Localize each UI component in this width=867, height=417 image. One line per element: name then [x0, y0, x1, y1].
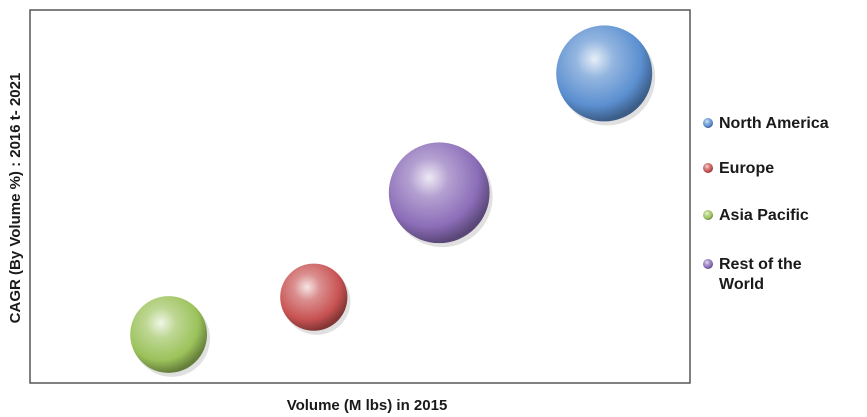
legend: North America Europe Asia Pacific Rest of t… — [703, 115, 829, 293]
legend-label-rest-of-the-world: Rest of the World — [719, 256, 802, 293]
legend-marker-north-america — [703, 118, 713, 128]
legend-label-asia-pacific: Asia Pacific — [719, 207, 809, 224]
legend-item-rest-of-the-world: Rest of the World — [703, 256, 802, 293]
legend-marker-asia-pacific — [703, 210, 713, 220]
x-axis-label: Volume (M lbs) in 2015 — [287, 397, 448, 414]
legend-item-north-america: North America — [703, 115, 829, 132]
legend-marker-europe — [703, 163, 713, 173]
legend-label-north-america: North America — [719, 115, 829, 132]
legend-item-asia-pacific: Asia Pacific — [703, 207, 809, 224]
y-axis-label: CAGR (By Volume %) : 2016 t- 2021 — [7, 73, 24, 324]
bubble-rest-of-the-world — [388, 142, 490, 244]
legend-item-europe: Europe — [703, 160, 774, 177]
legend-label-europe: Europe — [719, 160, 774, 177]
bubble-north-america — [556, 25, 653, 122]
bubble-asia-pacific — [130, 296, 208, 373]
bubble-europe — [280, 263, 348, 331]
legend-marker-rest-of-the-world — [703, 259, 713, 269]
bubbles-layer — [130, 25, 656, 377]
